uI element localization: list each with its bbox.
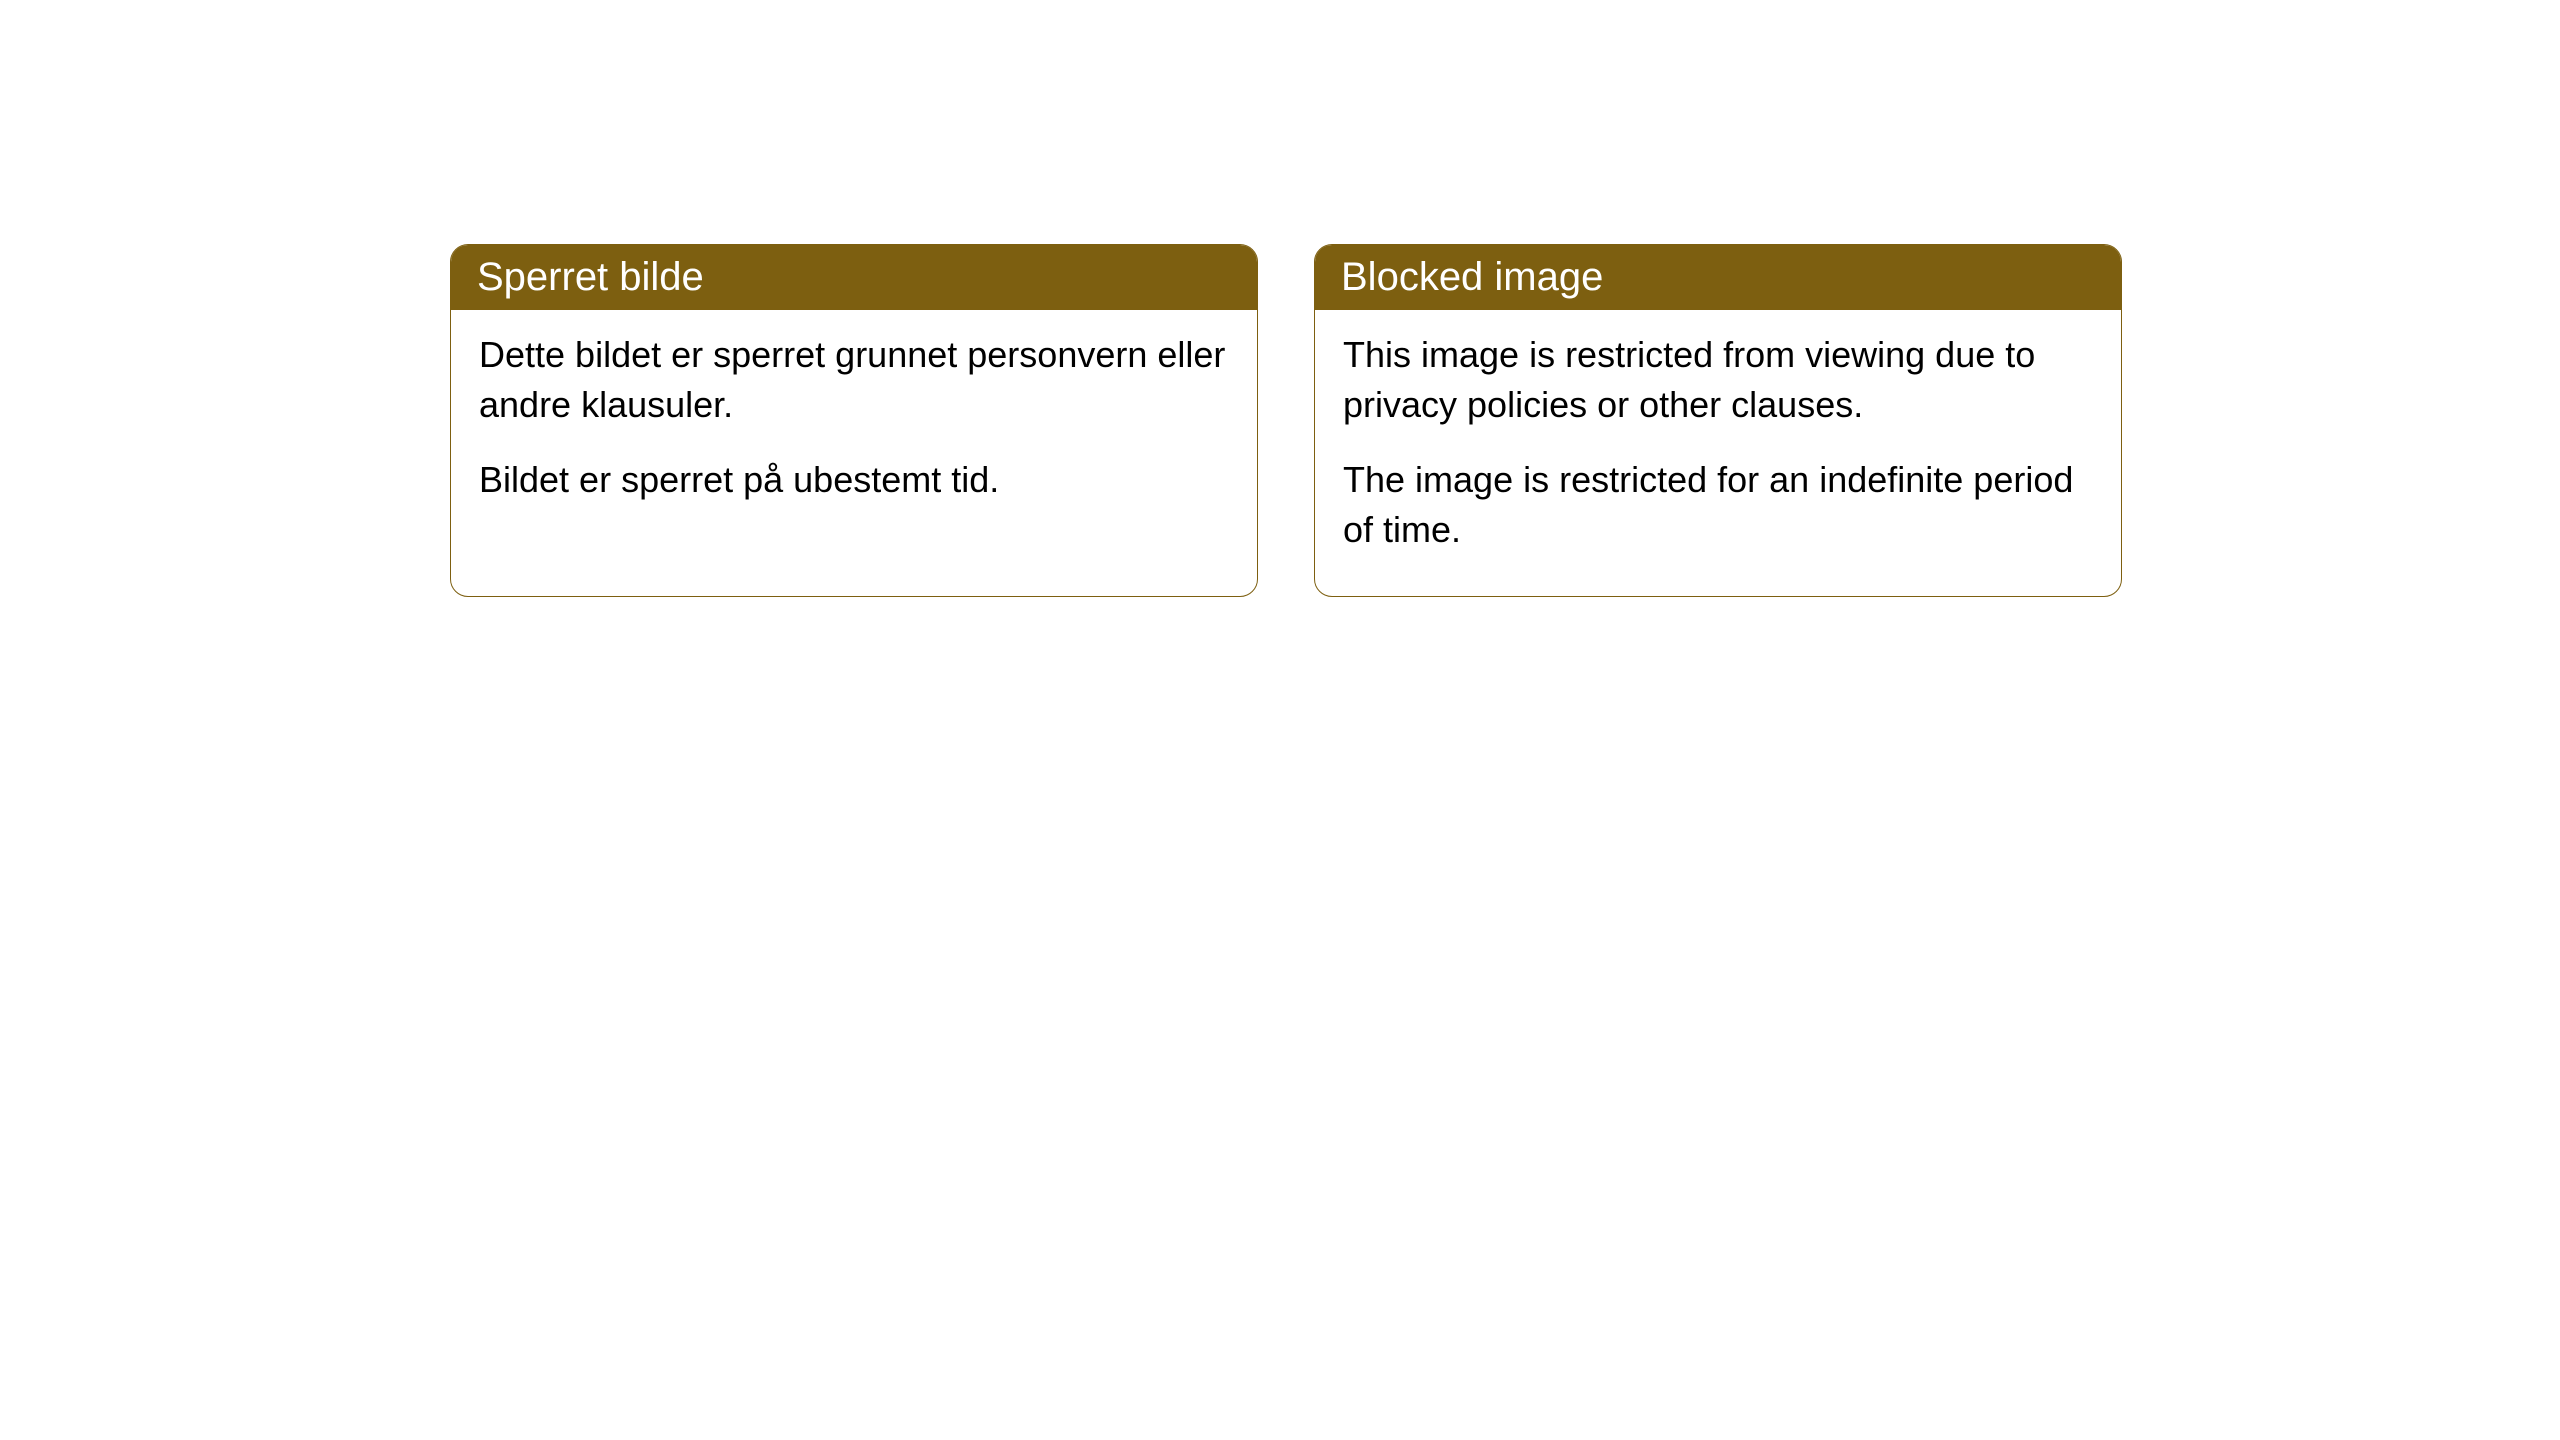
card-paragraph: Dette bildet er sperret grunnet personve… <box>479 330 1229 431</box>
card-paragraph: The image is restricted for an indefinit… <box>1343 455 2093 556</box>
card-body: This image is restricted from viewing du… <box>1315 310 2121 596</box>
notice-card-norwegian: Sperret bilde Dette bildet er sperret gr… <box>450 244 1258 597</box>
card-paragraph: This image is restricted from viewing du… <box>1343 330 2093 431</box>
card-title: Sperret bilde <box>451 245 1257 310</box>
card-title: Blocked image <box>1315 245 2121 310</box>
card-paragraph: Bildet er sperret på ubestemt tid. <box>479 455 1229 505</box>
notice-card-english: Blocked image This image is restricted f… <box>1314 244 2122 597</box>
card-body: Dette bildet er sperret grunnet personve… <box>451 310 1257 545</box>
notice-container: Sperret bilde Dette bildet er sperret gr… <box>0 0 2560 597</box>
